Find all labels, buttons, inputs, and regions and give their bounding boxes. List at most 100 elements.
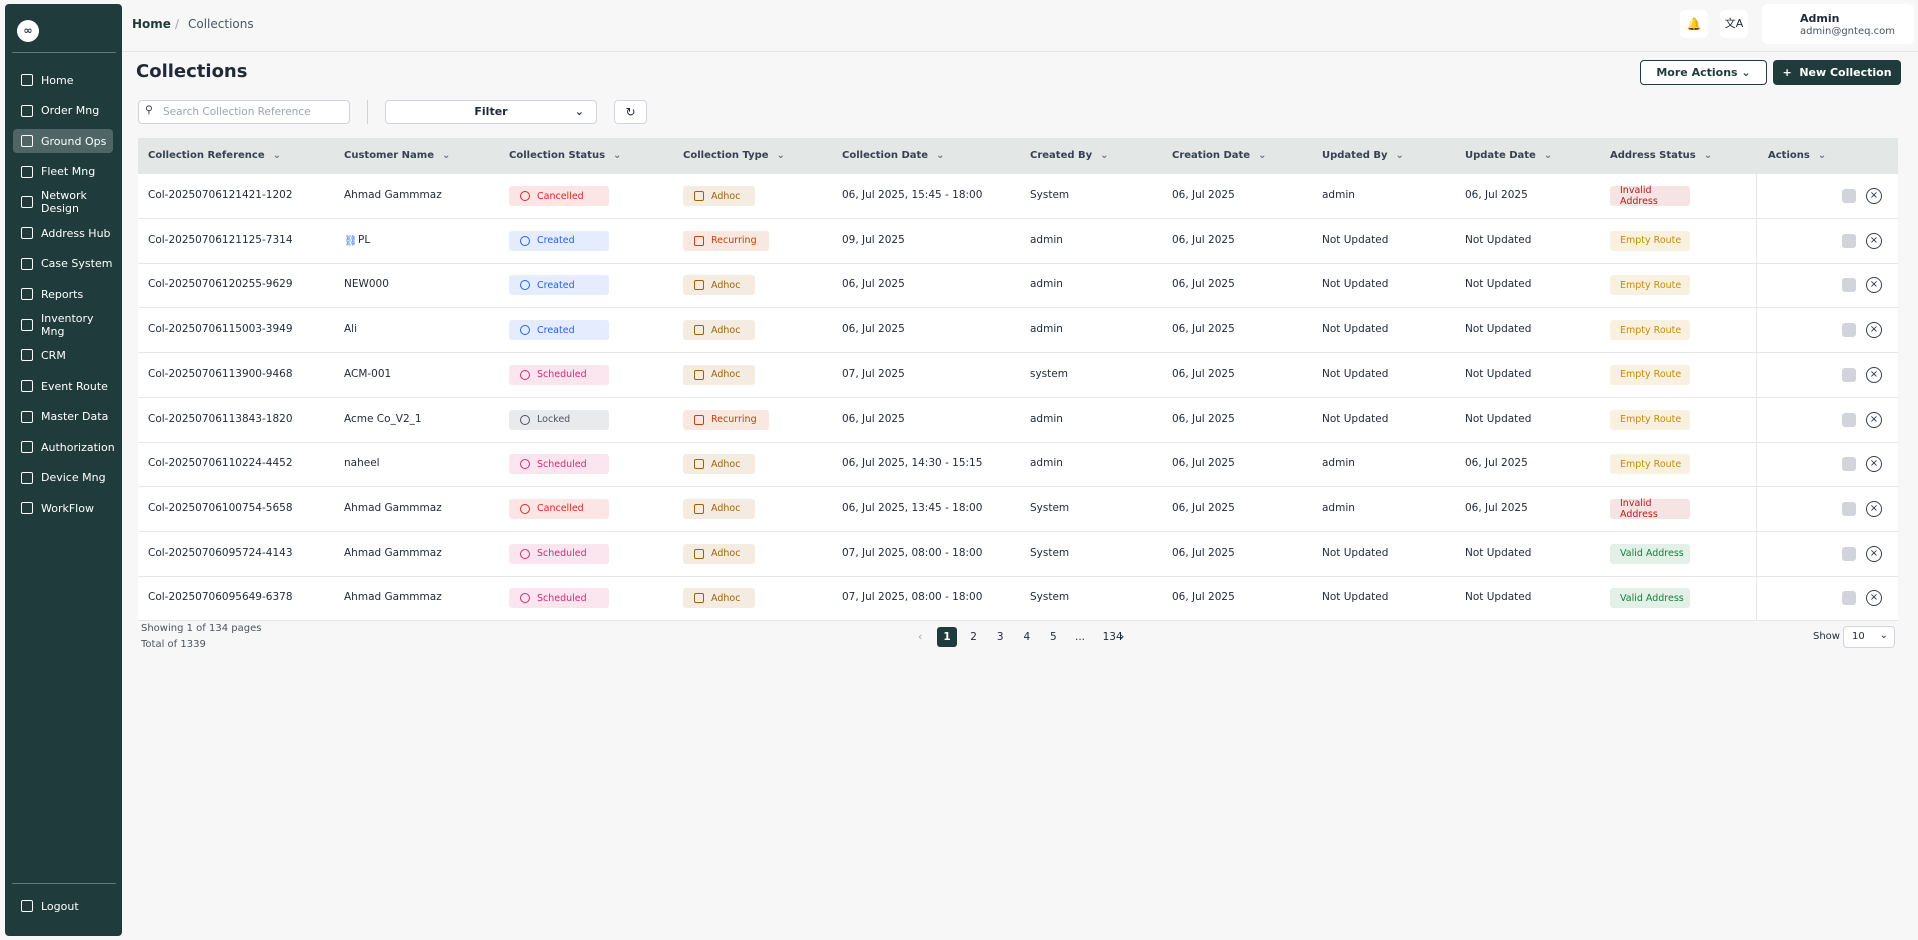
nav-item[interactable]: Network Design	[13, 189, 113, 215]
table: Collection Reference ⌄ Customer Name ⌄ Colle…	[138, 138, 1898, 622]
badge-icon	[520, 191, 530, 201]
page-button[interactable]: 2	[970, 631, 977, 643]
badge-icon	[520, 459, 530, 470]
actions-divider	[1756, 442, 1757, 487]
info-button[interactable]	[1842, 323, 1856, 338]
nav-item[interactable]: Address Hub	[13, 221, 113, 245]
header-label: Collection Date	[842, 150, 929, 161]
column-header[interactable]: Created By ⌄	[1030, 138, 1109, 174]
logo[interactable]: ∞	[17, 20, 39, 42]
user-menu[interactable]: Admin admin@gnteq.com	[1762, 4, 1914, 44]
status-badge: Created	[509, 320, 609, 341]
info-button[interactable]	[1842, 501, 1856, 516]
badge-text: Empty Route	[1620, 279, 1682, 291]
info-button[interactable]	[1842, 457, 1856, 472]
next[interactable]: ›	[1120, 630, 1125, 643]
page-button[interactable]: 134	[1102, 631, 1123, 643]
nav-item[interactable]: Home	[13, 68, 113, 92]
nav-label: Fleet Mng	[41, 165, 96, 179]
badge-icon	[694, 593, 704, 604]
info-button[interactable]	[1842, 546, 1856, 561]
notifications[interactable]: 🔔	[1680, 10, 1708, 38]
column-header[interactable]: Update Date ⌄	[1465, 138, 1552, 174]
logout-label: Logout	[41, 899, 79, 913]
page-button[interactable]: 4	[1023, 631, 1031, 643]
status-badge: Scheduled	[509, 543, 609, 564]
page-button[interactable]: 5	[1050, 631, 1057, 643]
cancel-button[interactable]: ×	[1866, 366, 1882, 383]
logout[interactable]: Logout	[13, 894, 113, 918]
nav-item[interactable]: Case System	[13, 252, 113, 276]
cell: Not Updated	[1322, 412, 1389, 425]
column-header[interactable]: Collection Status ⌄	[509, 138, 621, 174]
cancel-button[interactable]: ×	[1866, 590, 1882, 607]
cancel-button[interactable]: ×	[1866, 277, 1882, 294]
row-divider	[138, 530, 1898, 532]
actions-divider	[1756, 352, 1757, 397]
sort-icon: ⌄	[1258, 150, 1267, 161]
cancel-button[interactable]: ×	[1866, 188, 1882, 204]
more-actions[interactable]: More Actions ⌄	[1640, 60, 1767, 85]
nav-item[interactable]: Reports	[13, 282, 113, 306]
new-collection[interactable]: + New Collection	[1773, 60, 1901, 85]
nav-item[interactable]: Master Data	[13, 405, 113, 429]
badge-text: Recurring	[711, 235, 757, 247]
cell: Not Updated	[1322, 233, 1389, 246]
cancel-button[interactable]: ×	[1866, 500, 1882, 517]
badge-text: Cancelled	[537, 190, 584, 202]
info-button[interactable]	[1842, 591, 1856, 606]
column-header[interactable]: Address Status ⌄	[1610, 138, 1712, 174]
nav-item[interactable]: Authorization	[13, 435, 115, 459]
page-button[interactable]: 3	[996, 631, 1004, 643]
column-header[interactable]: Collection Reference ⌄	[148, 138, 281, 174]
nav-item[interactable]: Fleet Mng	[13, 160, 113, 184]
cancel-button[interactable]: ×	[1866, 545, 1882, 562]
status-badge: Adhoc	[683, 543, 755, 564]
nav-item[interactable]: Inventory Mng	[13, 312, 113, 338]
info-button[interactable]	[1842, 233, 1856, 248]
column-header[interactable]: Updated By ⌄	[1322, 138, 1404, 174]
badge-text: Empty Route	[1620, 324, 1682, 336]
cancel-button[interactable]: ×	[1866, 456, 1882, 473]
page-size[interactable]: 10 ⌄	[1843, 626, 1895, 648]
cancel-button[interactable]: ×	[1866, 411, 1882, 428]
badge-text: Adhoc	[711, 369, 741, 381]
breadcrumb[interactable]: Home	[132, 17, 171, 31]
page-button[interactable]: ...	[1074, 631, 1085, 643]
nav-item[interactable]: Device Mng	[13, 466, 113, 490]
cell: Col-20250706113843-1820	[148, 412, 293, 425]
nav-item[interactable]: CRM	[13, 343, 113, 367]
search-input[interactable]: ⚲ Search Collection Reference	[138, 100, 350, 124]
sort-icon: ⌄	[1395, 150, 1404, 161]
info-button[interactable]	[1842, 189, 1856, 203]
column-header[interactable]: Creation Date ⌄	[1172, 138, 1266, 174]
nav-item[interactable]: WorkFlow	[13, 496, 113, 520]
page-title: Collections	[136, 61, 248, 82]
page-button[interactable]: 1	[937, 627, 957, 647]
status-badge: Adhoc	[683, 588, 755, 609]
nav-icon	[21, 471, 33, 484]
cancel-button[interactable]: ×	[1866, 322, 1882, 339]
cell: Not Updated	[1322, 323, 1389, 336]
info-button[interactable]	[1842, 412, 1856, 427]
row-divider	[138, 396, 1898, 398]
language[interactable]: 文A	[1720, 10, 1748, 38]
column-header[interactable]: Collection Date ⌄	[842, 138, 944, 174]
column-header[interactable]: Customer Name ⌄	[344, 138, 450, 174]
cell: 06, Jul 2025	[842, 323, 905, 336]
filter[interactable]: Filter ⌄	[385, 100, 597, 124]
column-header[interactable]: Collection Type ⌄	[683, 138, 785, 174]
nav-icon	[21, 165, 33, 178]
cell: 06, Jul 2025	[1172, 233, 1235, 246]
refresh[interactable]: ↻	[614, 100, 647, 124]
badge-icon	[694, 191, 704, 201]
nav-item[interactable]: Order Mng	[13, 99, 113, 123]
info-button[interactable]	[1842, 278, 1856, 293]
nav-item[interactable]: Event Route	[13, 374, 113, 398]
nav-item[interactable]: Ground Ops	[13, 129, 113, 154]
column-header[interactable]: Actions ⌄	[1768, 138, 1826, 174]
info-button[interactable]	[1842, 367, 1856, 382]
cancel-button[interactable]: ×	[1866, 232, 1882, 249]
prev[interactable]: ‹	[918, 630, 923, 643]
